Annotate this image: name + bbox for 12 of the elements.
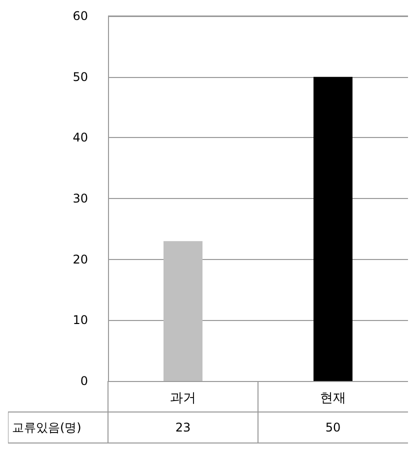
- y-tick-label: 30: [72, 192, 88, 206]
- data-label: 50: [325, 420, 341, 434]
- y-tick-label: 0: [80, 374, 88, 388]
- x-tick-label: 현재: [320, 391, 346, 406]
- x-tick-label: 과거: [170, 391, 196, 406]
- data-label: 23: [175, 420, 191, 434]
- text: 교류있음(명): [12, 420, 82, 434]
- y-tick-label: 10: [72, 313, 88, 328]
- y-tick-label: 20: [72, 252, 88, 266]
- y-tick-label: 40: [72, 130, 88, 145]
- y-tick-label: 50: [72, 70, 88, 84]
- y-tick-label: 60: [72, 9, 88, 23]
